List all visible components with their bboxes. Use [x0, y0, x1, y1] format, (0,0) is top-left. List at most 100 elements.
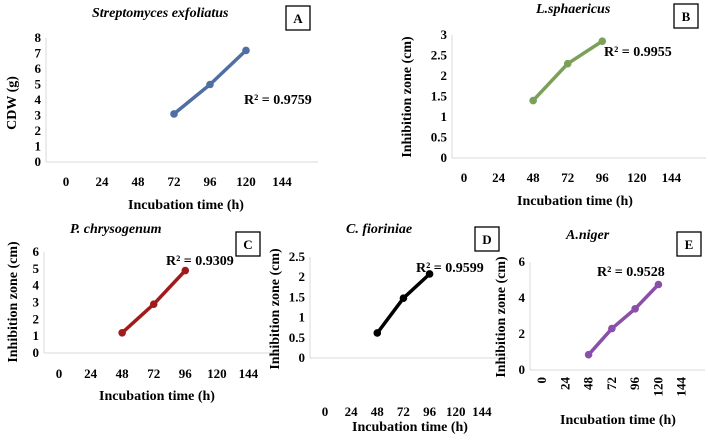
y-tick-label: 3: [33, 295, 40, 310]
panel-letter: B: [682, 9, 691, 24]
series-line: [586, 282, 661, 357]
data-point: [598, 37, 607, 45]
y-tick-label: 0.5: [431, 130, 448, 145]
chart-title: C. fioriniae: [346, 222, 412, 237]
y-axis-label: Inhibition zone (cm): [400, 36, 415, 158]
panel-letter-box: [285, 5, 311, 31]
data-point: [242, 46, 250, 55]
chart-title: Streptomyces exfoliatus: [92, 6, 229, 21]
y-tick-label: 4: [519, 290, 526, 305]
panel-letter-box: [474, 226, 500, 252]
data-point: [654, 280, 663, 289]
r-squared-annotation: R² = 0.9759: [244, 93, 312, 108]
x-tick-label: 120: [236, 174, 256, 189]
x-tick-label: 24: [345, 404, 359, 419]
data-point: [118, 329, 126, 337]
y-tick-label: 4: [33, 278, 40, 293]
y-axis-label: Inhibition zone (cm): [268, 248, 283, 370]
y-tick-label: 6: [35, 61, 42, 76]
x-tick-label: 0: [534, 377, 549, 384]
data-point: [529, 96, 537, 105]
r-squared-annotation: R² = 0.9955: [604, 45, 672, 60]
y-axis-label: CDW (g): [5, 76, 20, 130]
x-tick-label: 120: [650, 377, 665, 397]
x-tick-label: 96: [423, 404, 437, 419]
x-tick-label: 24: [492, 170, 506, 185]
y-tick-label: 4: [35, 92, 42, 107]
x-tick-label: 24: [84, 366, 98, 381]
x-axis-label: Incubation time (h): [99, 389, 215, 404]
panel-letter: E: [685, 237, 694, 252]
panel-letter-box: [676, 231, 702, 257]
data-point: [631, 305, 639, 313]
data-point: [206, 80, 214, 89]
x-tick-label: 24: [96, 174, 110, 189]
y-tick-label: 0: [519, 362, 526, 377]
chart-title: A.niger: [565, 228, 610, 243]
y-tick-label: 1: [33, 328, 40, 343]
y-tick-label: 0: [33, 345, 40, 360]
y-tick-label: 3: [441, 27, 448, 42]
r-squared-annotation: R² = 0.9599: [416, 261, 484, 276]
x-tick-label: 144: [674, 377, 689, 397]
y-tick-label: 2.5: [431, 48, 448, 63]
x-tick-label: 24: [557, 377, 572, 391]
y-tick-label: 6: [33, 244, 40, 259]
x-tick-label: 120: [207, 366, 227, 381]
x-tick-label: 0: [461, 170, 468, 185]
panel-letter: A: [293, 11, 303, 26]
data-point: [373, 329, 382, 337]
x-tick-label: 0: [322, 404, 329, 419]
x-tick-label: 72: [604, 377, 619, 390]
x-tick-label: 96: [627, 377, 642, 391]
y-tick-label: 2: [441, 68, 448, 83]
x-tick-label: 48: [371, 404, 385, 419]
x-tick-label: 144: [239, 366, 259, 381]
r-squared-annotation: R² = 0.9309: [166, 254, 234, 269]
x-tick-label: 48: [581, 377, 596, 391]
data-point: [425, 270, 434, 278]
y-tick-label: 2: [299, 269, 306, 284]
x-tick-label: 48: [527, 170, 541, 185]
panel-letter-box: [235, 231, 261, 257]
panel-letter: D: [482, 232, 491, 247]
data-point: [399, 294, 408, 303]
y-tick-label: 2: [519, 326, 526, 341]
y-tick-label: 2: [33, 311, 40, 326]
y-tick-label: 5: [33, 261, 40, 276]
x-tick-label: 96: [596, 170, 610, 185]
x-tick-label: 72: [168, 174, 181, 189]
data-point: [149, 300, 158, 308]
y-tick-label: 7: [35, 46, 42, 61]
y-tick-label: 3: [35, 108, 42, 123]
y-tick-label: 1.5: [289, 289, 306, 304]
y-tick-label: 0: [35, 154, 42, 169]
x-tick-label: 144: [472, 404, 492, 419]
x-tick-label: 144: [662, 170, 682, 185]
x-tick-label: 72: [147, 366, 160, 381]
data-point: [608, 324, 616, 333]
y-tick-label: 2: [35, 123, 42, 138]
x-tick-label: 120: [627, 170, 647, 185]
y-tick-label: 1: [441, 109, 448, 124]
x-axis-label: Incubation time (h): [352, 420, 468, 435]
y-tick-label: 5: [35, 77, 42, 92]
y-tick-label: 6: [519, 254, 526, 269]
y-tick-label: 0.5: [289, 330, 306, 345]
x-tick-label: 72: [561, 170, 574, 185]
y-tick-label: 0: [441, 150, 448, 165]
series-line: [531, 39, 605, 103]
data-point: [563, 59, 572, 68]
x-tick-label: 96: [204, 174, 218, 189]
r-squared-annotation: R² = 0.9528: [597, 265, 665, 280]
x-tick-label: 120: [446, 404, 466, 419]
y-tick-label: 8: [35, 30, 42, 45]
y-tick-label: 0: [299, 350, 306, 365]
x-axis-label: Incubation time (h): [517, 194, 633, 209]
x-tick-label: 0: [63, 174, 70, 189]
data-point: [170, 110, 178, 118]
